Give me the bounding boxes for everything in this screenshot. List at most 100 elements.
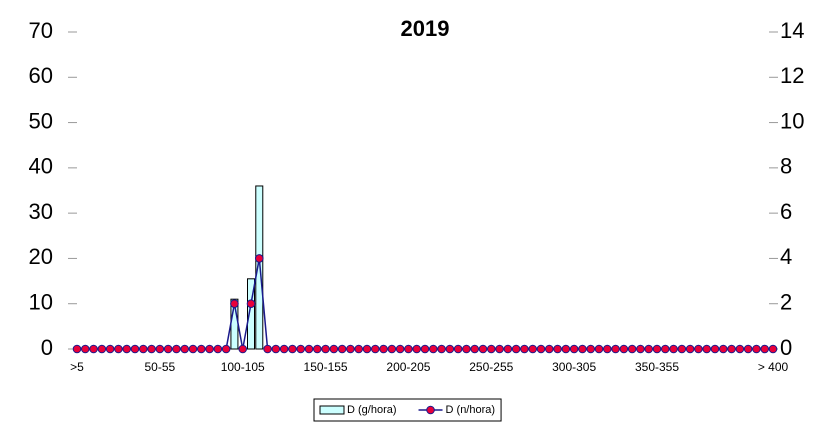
marker (172, 344, 181, 354)
marker (362, 344, 372, 354)
marker (80, 344, 90, 354)
x-tick-label: 200-205 (386, 360, 430, 374)
marker (561, 344, 571, 354)
marker (188, 344, 198, 354)
legend-label: D (n/hora) (446, 404, 496, 416)
marker (246, 299, 256, 309)
marker (528, 344, 538, 354)
marker (105, 344, 115, 354)
legend-box (313, 398, 502, 422)
legend-swatch (319, 405, 345, 415)
legend-marker (426, 405, 435, 415)
marker (147, 344, 156, 354)
marker (72, 344, 82, 354)
marker (627, 344, 637, 354)
y2-tick-label: 4 (780, 244, 792, 269)
marker (677, 344, 687, 354)
marker (478, 344, 488, 354)
x-tick-label: 100-105 (221, 360, 265, 374)
marker (486, 344, 496, 354)
marker (768, 344, 778, 354)
x-tick-label: 50-55 (145, 360, 176, 374)
marker (271, 344, 281, 354)
y2-tick-label: 12 (780, 63, 804, 88)
y-tick-label: 10 (29, 290, 53, 315)
marker (428, 344, 438, 354)
y2-tick-label: 10 (780, 108, 804, 133)
marker (97, 344, 107, 354)
bar (247, 278, 255, 350)
marker (221, 344, 231, 354)
marker (752, 344, 761, 354)
marker (702, 344, 712, 354)
marker (503, 344, 513, 354)
marker (710, 344, 720, 354)
marker (437, 344, 446, 354)
marker (395, 344, 405, 354)
marker (329, 344, 339, 354)
marker (312, 344, 322, 354)
y2-tick-label: 8 (780, 154, 792, 179)
marker (652, 344, 662, 354)
marker (180, 344, 190, 354)
y2-tick-label: 0 (780, 335, 792, 360)
marker (644, 344, 654, 354)
marker (495, 344, 504, 354)
marker (520, 344, 529, 354)
marker (321, 344, 330, 354)
marker (553, 344, 562, 354)
marker (760, 344, 770, 354)
marker (445, 344, 455, 354)
marker (254, 254, 264, 263)
marker (130, 344, 140, 354)
marker (304, 344, 314, 354)
marker (569, 344, 579, 354)
marker (420, 344, 430, 354)
y-tick-label: 70 (29, 18, 53, 43)
marker (470, 344, 480, 354)
marker (114, 344, 123, 354)
marker (354, 344, 364, 354)
marker (404, 344, 413, 354)
marker (685, 344, 695, 354)
x-tick-label: >5 (70, 360, 84, 374)
marker (138, 344, 148, 354)
marker (230, 299, 239, 309)
marker (196, 344, 206, 354)
marker (89, 344, 98, 354)
marker (718, 344, 728, 354)
marker (544, 344, 554, 354)
line (77, 258, 773, 350)
x-tick-label: > 400 (758, 360, 789, 374)
y-tick-label: 0 (41, 335, 53, 360)
marker (263, 344, 272, 354)
marker (288, 344, 297, 354)
bar (255, 185, 264, 350)
marker (636, 344, 645, 354)
y2-tick-label: 14 (780, 18, 804, 43)
y-tick-label: 40 (29, 154, 53, 179)
y-tick-label: 20 (29, 244, 53, 269)
y-tick-label: 50 (29, 108, 53, 133)
marker (238, 344, 248, 354)
marker (602, 344, 612, 354)
marker (163, 344, 173, 354)
marker (296, 344, 306, 354)
marker (346, 344, 355, 354)
y2-tick-label: 2 (780, 290, 792, 315)
marker (205, 344, 214, 354)
y2-tick-label: 6 (780, 199, 792, 224)
marker (578, 344, 587, 354)
chart-title: 2019 (401, 16, 450, 41)
marker (370, 344, 380, 354)
x-tick-label: 350-355 (635, 360, 679, 374)
marker (669, 344, 678, 354)
marker (694, 344, 703, 354)
x-tick-label: 300-305 (552, 360, 596, 374)
marker (453, 344, 463, 354)
marker (379, 344, 388, 354)
y-tick-label: 60 (29, 63, 53, 88)
x-tick-label: 250-255 (469, 360, 513, 374)
marker (743, 344, 753, 354)
